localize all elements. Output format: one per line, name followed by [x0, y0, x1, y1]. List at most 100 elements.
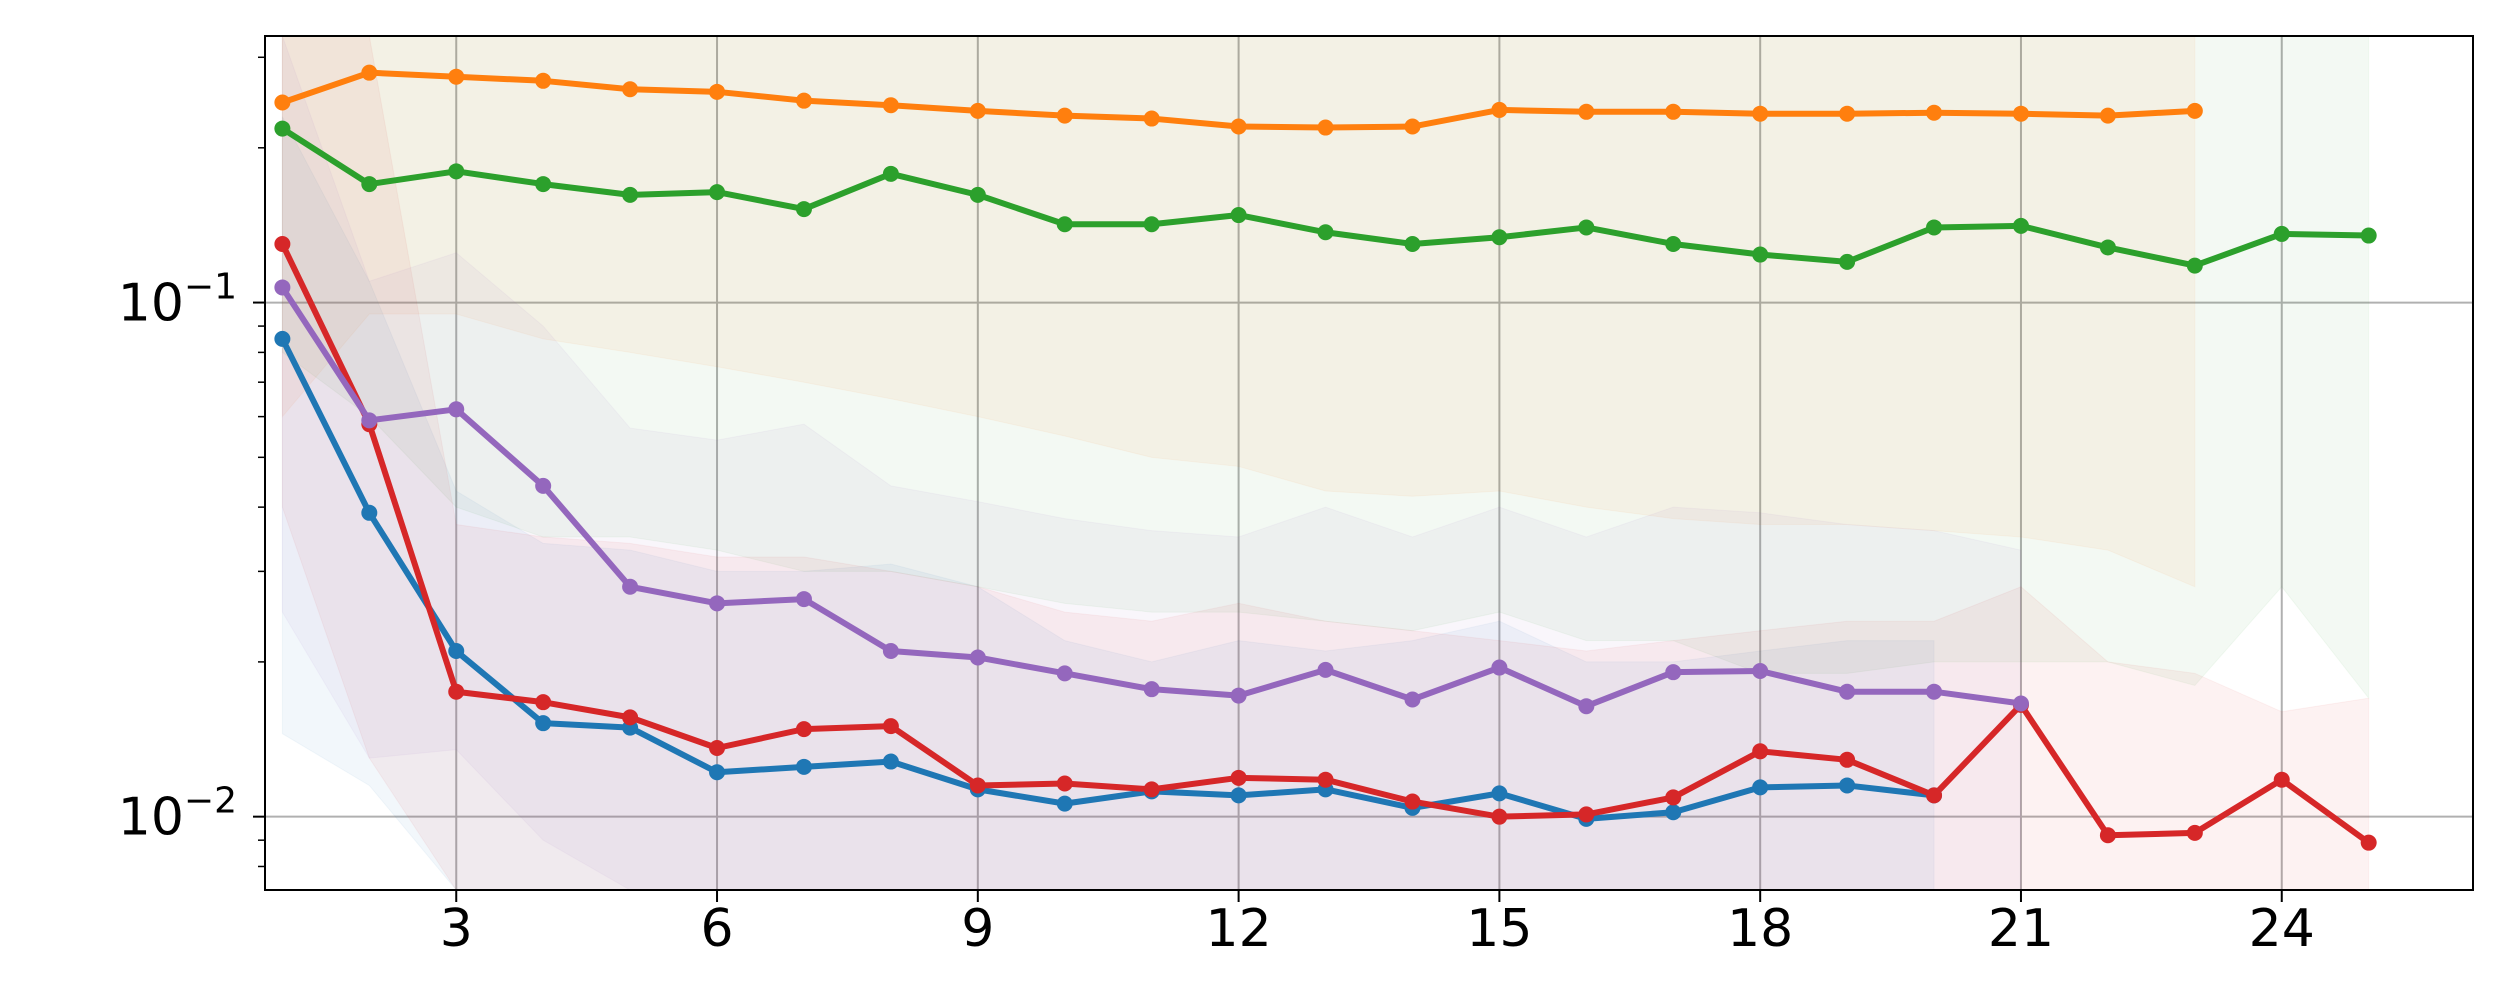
grid: [265, 36, 2473, 890]
x-tick-label: 12: [1206, 899, 1272, 959]
series-0-point: [882, 753, 899, 770]
series-2-point: [2186, 257, 2203, 274]
series-4-point: [709, 595, 726, 612]
series-1-point: [2012, 105, 2029, 122]
series-3-point: [1491, 808, 1508, 825]
series-4-point: [1056, 665, 1073, 682]
series-2-point: [2099, 239, 2116, 256]
series-3-point: [969, 777, 986, 794]
series-1-point: [969, 102, 986, 119]
y-tick-labels: 10−1 10−2: [118, 267, 237, 848]
series-3-point: [622, 709, 639, 726]
series-4-point: [1578, 698, 1595, 715]
series-1-point: [1578, 103, 1595, 120]
series-2-point: [709, 184, 726, 201]
series-4-point: [1839, 683, 1856, 700]
series-0-line: [279, 337, 1935, 822]
series-4-point: [969, 649, 986, 666]
series-2-point: [448, 163, 465, 180]
series-2-point: [1926, 219, 1943, 236]
series-2-point: [2273, 225, 2290, 242]
x-tick-label: 6: [700, 899, 733, 959]
series-1-point: [1404, 118, 1421, 135]
series-2-point: [1578, 219, 1595, 236]
series-2-point: [1230, 207, 1247, 224]
plot-frame: [264, 35, 2474, 891]
series-4-point: [1317, 661, 1334, 678]
series-2-point: [622, 186, 639, 203]
series-0-point: [1491, 785, 1508, 802]
series-0-point: [1839, 777, 1856, 794]
series-3-point: [448, 683, 465, 700]
series-2-point: [969, 186, 986, 203]
x-tick-label: 21: [1988, 899, 2054, 959]
series-0-point: [1665, 804, 1682, 821]
series-2-point: [1752, 246, 1769, 263]
series-1-point: [882, 97, 899, 114]
series-2-point: [1491, 229, 1508, 246]
series-4-point: [1752, 663, 1769, 680]
axis-ticks: [253, 56, 2283, 902]
series-0-point: [795, 758, 812, 775]
series-1-point: [1839, 105, 1856, 122]
series-1-point: [535, 72, 552, 89]
series-4-point: [1404, 691, 1421, 708]
series-1-point: [2186, 102, 2203, 119]
series-3-point: [709, 740, 726, 757]
series-1-point: [795, 92, 812, 109]
series-4-point: [795, 591, 812, 608]
x-tick-label: 24: [2249, 899, 2315, 959]
series-4-point: [622, 578, 639, 595]
series-4-point: [1491, 659, 1508, 676]
series-3-point: [1056, 775, 1073, 792]
series-3-point: [2186, 824, 2203, 841]
series-3-point: [274, 235, 291, 252]
series-0-point: [1056, 795, 1073, 812]
series-2-point: [1839, 253, 1856, 270]
series-3-point: [1143, 781, 1160, 798]
series-4-point: [2012, 695, 2029, 712]
series-3-point: [1926, 787, 1943, 804]
series-3-point: [1404, 793, 1421, 810]
series-1-point: [361, 64, 378, 81]
series-0-point: [448, 643, 465, 660]
series-3-point: [1665, 789, 1682, 806]
series-4-point: [882, 643, 899, 660]
series-4-point: [535, 477, 552, 494]
x-tick-label: 9: [961, 899, 994, 959]
series-1-point: [1143, 110, 1160, 127]
series-4-point: [448, 401, 465, 418]
series-2-point: [274, 120, 291, 137]
series-4-point: [1230, 687, 1247, 704]
series-3-point: [535, 694, 552, 711]
series-2-point: [1317, 224, 1334, 241]
x-tick-label: 18: [1727, 899, 1793, 959]
series-3-point: [1317, 771, 1334, 788]
series-4-point: [1926, 683, 1943, 700]
series-3-point: [1752, 743, 1769, 760]
x-tick-label: 15: [1466, 899, 1532, 959]
series-1-point: [1317, 119, 1334, 136]
x-tick-labels: 3 6 9 12 15 18 21 24: [440, 899, 2315, 959]
series-2-point: [535, 176, 552, 193]
series-4-point: [361, 412, 378, 429]
series-4-point: [1143, 681, 1160, 698]
series-2-point: [1056, 216, 1073, 233]
series-3-point: [2360, 834, 2377, 851]
series-1-point: [1056, 107, 1073, 124]
series-1-point: [1926, 104, 1943, 121]
series-3-point: [2099, 827, 2116, 844]
series-3-point: [1578, 806, 1595, 823]
series-1-point: [1665, 103, 1682, 120]
series-0-point: [535, 715, 552, 732]
series-2-point: [1665, 235, 1682, 252]
y-tick-label: 10−1: [118, 267, 237, 334]
series-3-point: [1230, 769, 1247, 786]
series-1-point: [622, 81, 639, 98]
series-3-point: [795, 721, 812, 738]
series-2-point: [2012, 217, 2029, 234]
series-0-point: [709, 764, 726, 781]
series-0-point: [274, 330, 291, 347]
